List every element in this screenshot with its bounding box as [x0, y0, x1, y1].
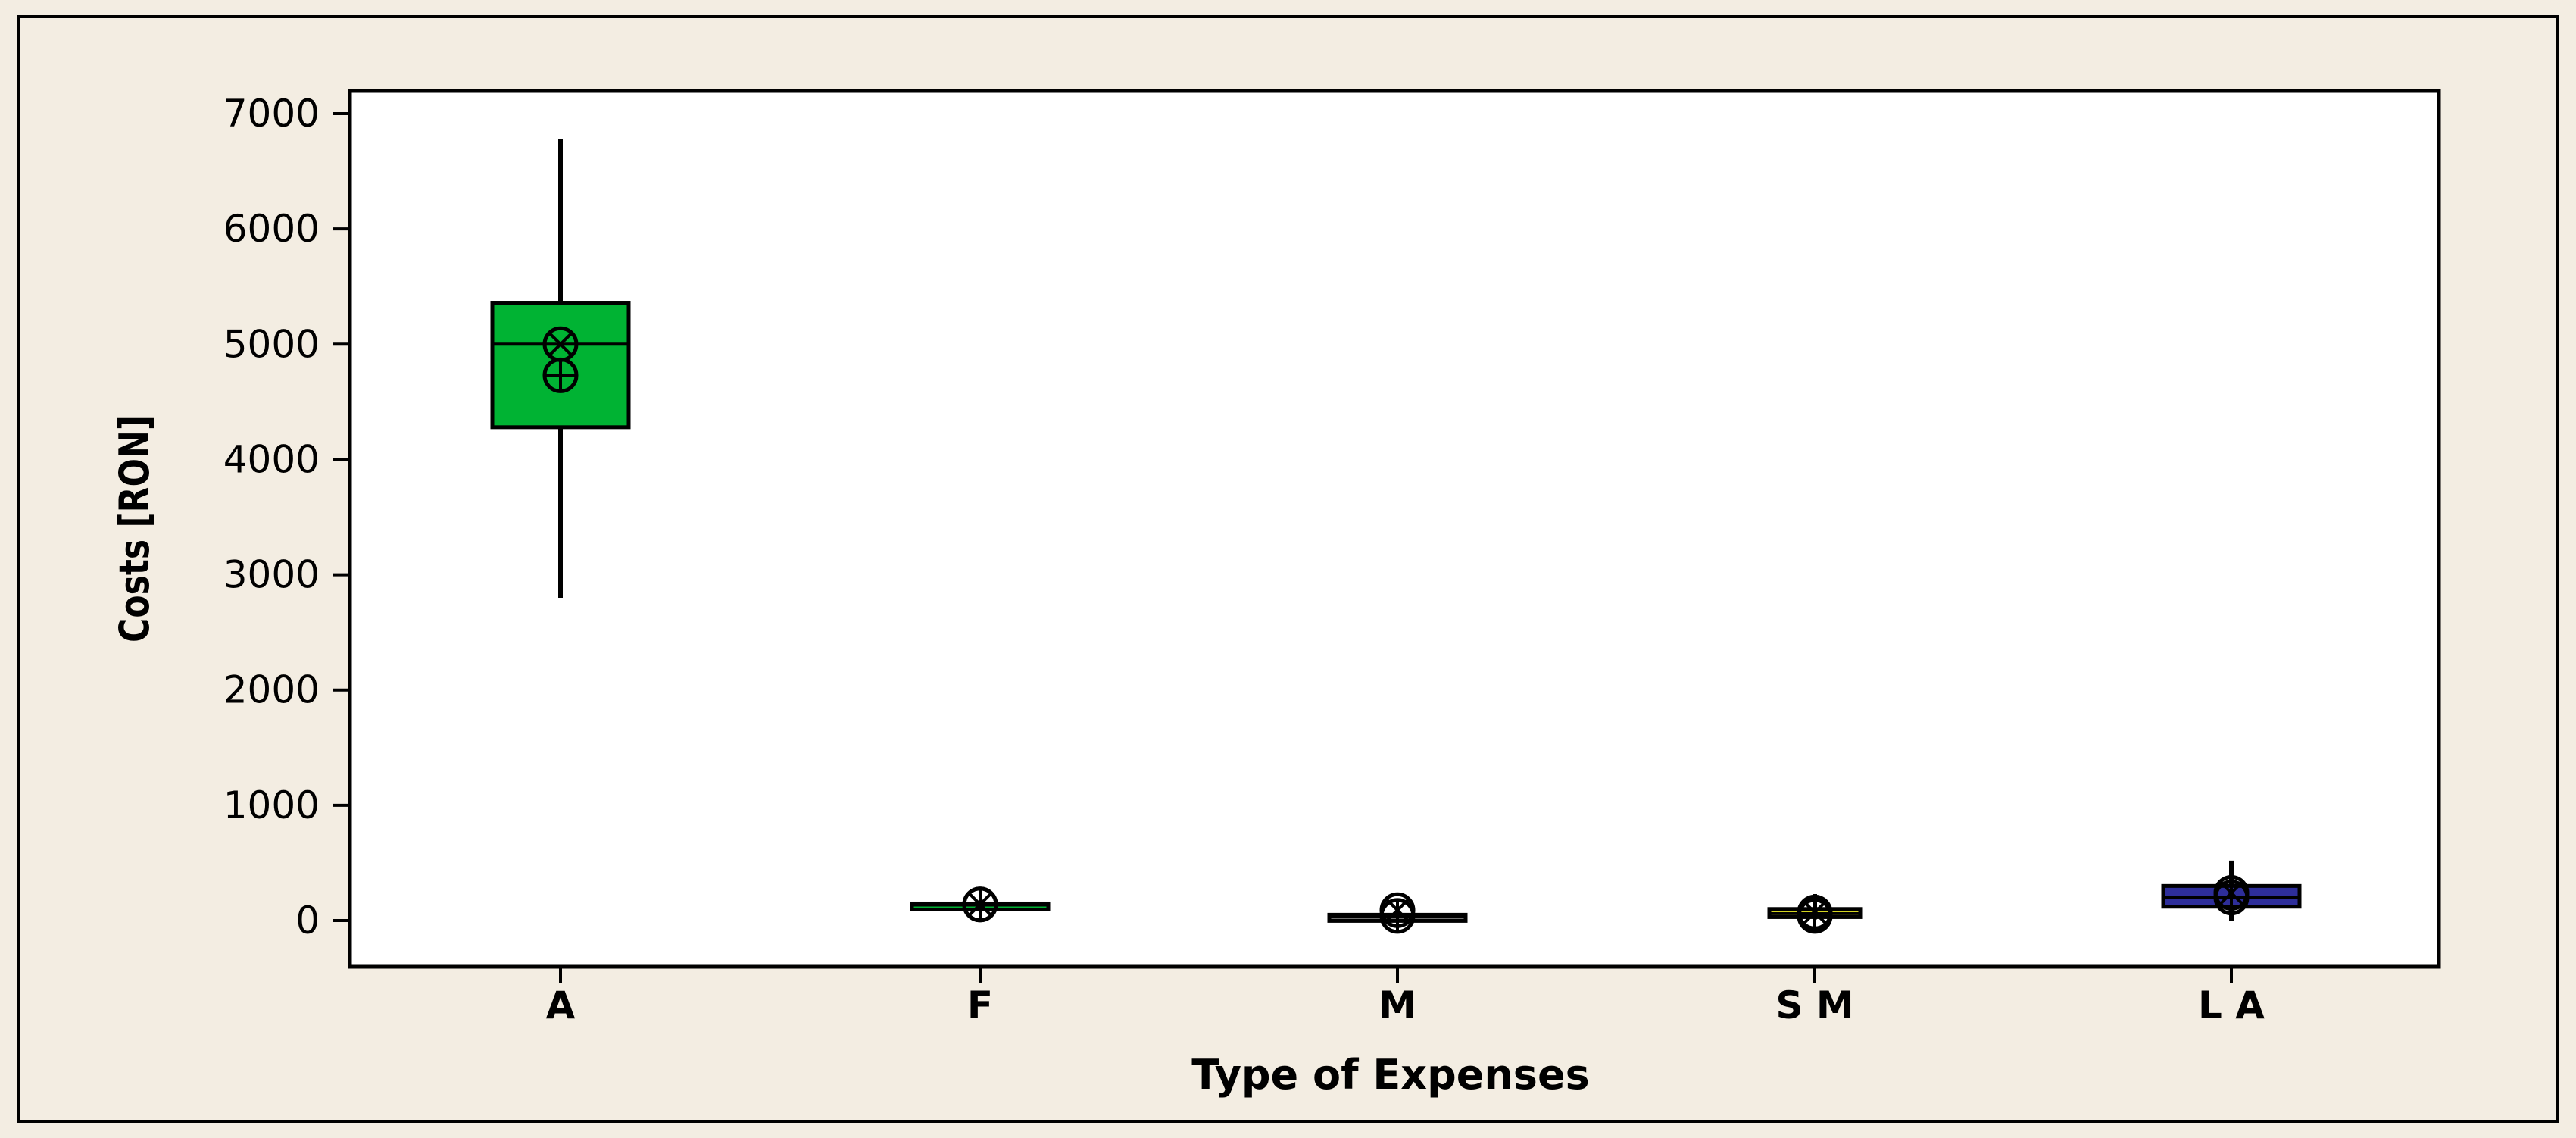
- y-tick-label: 4000: [223, 437, 320, 481]
- y-tick-label: 3000: [223, 553, 320, 597]
- y-axis-title: Costs [RON]: [111, 415, 158, 642]
- x-tick-label: L A: [2198, 983, 2265, 1027]
- x-tick-label: A: [546, 983, 576, 1027]
- y-axis: 0 1000 2000 3000 4000 5000 6000 7000: [223, 92, 350, 943]
- median-symbol-cross: [548, 331, 573, 357]
- x-tick-label: M: [1379, 983, 1416, 1027]
- x-axis-title: Type of Expenses: [1191, 1051, 1589, 1099]
- y-tick-label: 2000: [223, 668, 320, 712]
- box-series: [490, 139, 2302, 934]
- y-tick-label: 7000: [223, 92, 320, 136]
- y-tick-label: 5000: [223, 322, 320, 366]
- y-tick-label: 1000: [223, 783, 320, 827]
- plot-area: [348, 89, 2441, 969]
- y-tick-label: 0: [295, 899, 320, 943]
- x-tick-label: S M: [1775, 983, 1853, 1027]
- y-tick-label: 6000: [223, 207, 320, 251]
- x-tick-label: F: [967, 983, 993, 1027]
